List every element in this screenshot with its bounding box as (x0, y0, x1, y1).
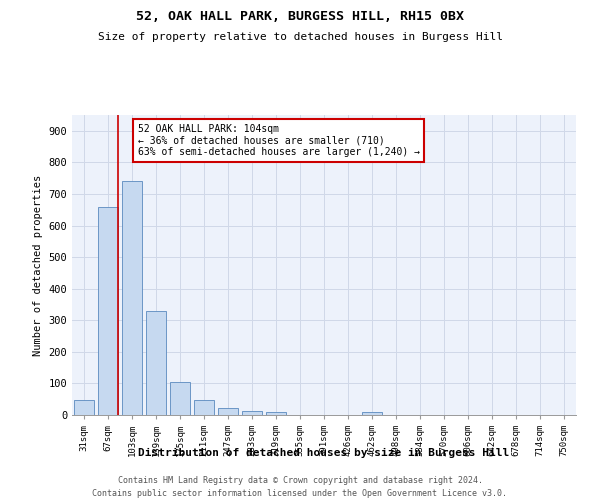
Bar (194, 400, 214, 415)
Text: Contains HM Land Registry data © Crown copyright and database right 2024.: Contains HM Land Registry data © Crown c… (118, 476, 482, 485)
Text: 52 OAK HALL PARK: 104sqm
← 36% of detached houses are smaller (710)
63% of semi-: 52 OAK HALL PARK: 104sqm ← 36% of detach… (137, 124, 419, 157)
Bar (266, 412, 286, 415)
Bar (122, 182, 142, 415)
Y-axis label: Number of detached properties: Number of detached properties (33, 174, 43, 356)
Text: Contains public sector information licensed under the Open Government Licence v3: Contains public sector information licen… (92, 489, 508, 498)
Bar (242, 411, 262, 415)
Bar (98, 207, 118, 415)
Bar (362, 412, 382, 415)
Bar (218, 408, 238, 415)
Bar (74, 400, 94, 415)
Text: 52, OAK HALL PARK, BURGESS HILL, RH15 0BX: 52, OAK HALL PARK, BURGESS HILL, RH15 0B… (136, 10, 464, 23)
Text: Distribution of detached houses by size in Burgess Hill: Distribution of detached houses by size … (139, 448, 509, 458)
Bar (170, 382, 190, 415)
Bar (146, 311, 166, 415)
Text: Size of property relative to detached houses in Burgess Hill: Size of property relative to detached ho… (97, 32, 503, 42)
